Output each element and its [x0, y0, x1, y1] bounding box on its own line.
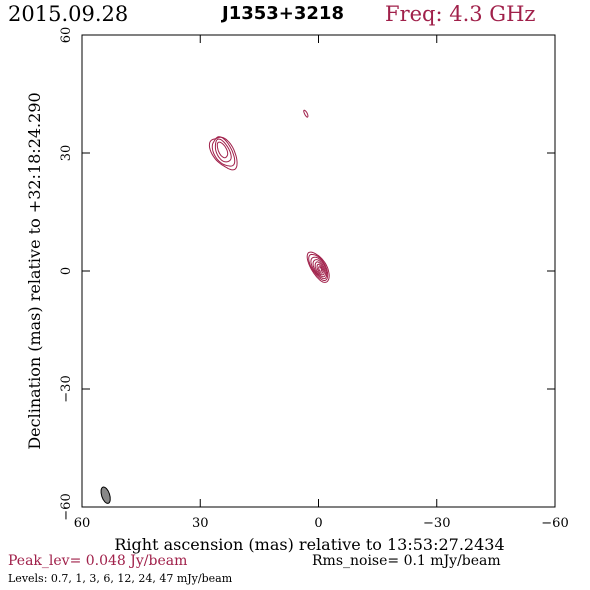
y-tick-label: −60 — [59, 493, 74, 520]
x-axis-label: Right ascension (mas) relative to 13:53:… — [114, 535, 504, 554]
core-contour — [308, 253, 329, 281]
y-axis-label: Declination (mas) relative to +32:18:24.… — [25, 92, 44, 449]
beam-ellipse — [100, 486, 111, 504]
x-tick-label: 60 — [74, 516, 91, 531]
y-tick-label: 60 — [59, 27, 74, 44]
x-tick-label: 0 — [314, 516, 322, 531]
core-contour — [312, 259, 326, 278]
y-tick-label: −30 — [59, 375, 74, 402]
knot-contour — [303, 109, 309, 118]
core-contour — [316, 263, 324, 274]
y-tick-label: 30 — [59, 145, 74, 162]
x-tick-label: −60 — [541, 516, 568, 531]
frequency-label: Freq: 4.3 GHz — [385, 2, 536, 26]
jet-contour — [211, 136, 236, 167]
jet-contour — [216, 141, 229, 159]
y-tick-label: 0 — [59, 267, 74, 275]
rms-noise-text: Rms_noise= 0.1 mJy/beam — [312, 553, 501, 569]
core-contour — [314, 261, 325, 276]
core-contour — [310, 256, 328, 280]
source-name: J1353+3218 — [222, 3, 344, 24]
x-tick-label: 30 — [192, 516, 209, 531]
x-tick-label: −30 — [423, 516, 450, 531]
contour-levels-text: Levels: 0.7, 1, 3, 6, 12, 24, 47 mJy/bea… — [8, 572, 233, 585]
observation-date: 2015.09.28 — [8, 2, 129, 26]
core-contour — [318, 266, 323, 272]
peak-level-text: Peak_lev= 0.048 Jy/beam — [8, 553, 188, 569]
jet-contour — [214, 138, 232, 163]
core-contour — [306, 251, 330, 283]
